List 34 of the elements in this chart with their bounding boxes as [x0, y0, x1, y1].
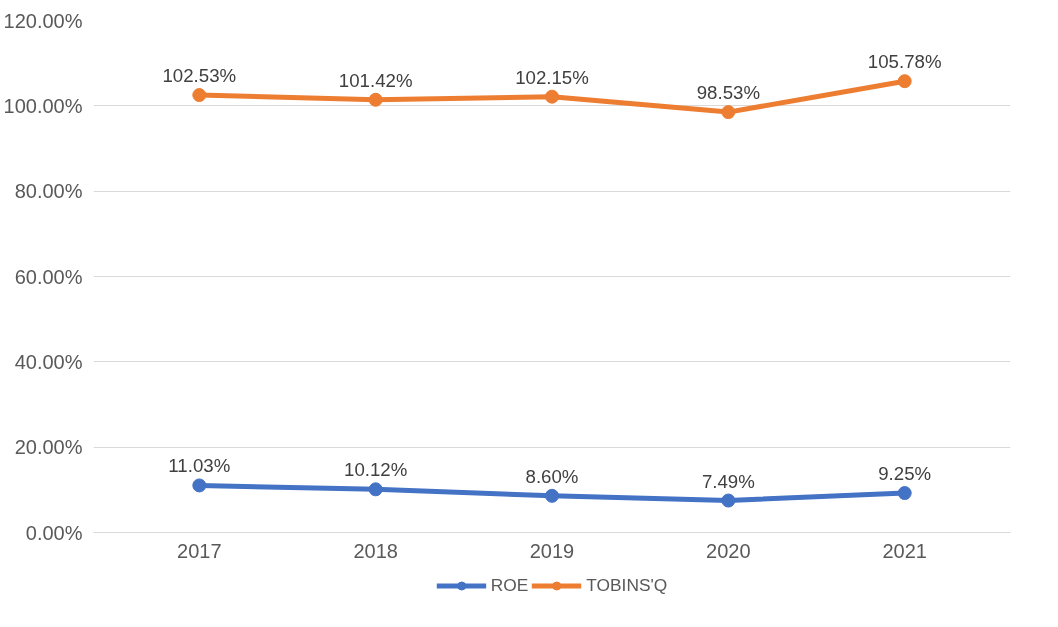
y-tick-label: 0.00%: [25, 521, 83, 544]
point: [192, 88, 207, 103]
point: [897, 74, 912, 89]
data-label: 102.15%: [515, 66, 589, 88]
legend-label: ROE: [490, 574, 529, 596]
x-tick-label: 2018: [353, 539, 398, 562]
data-label: 9.25%: [878, 463, 932, 485]
data-label: 105.78%: [867, 51, 942, 73]
y-tick-label: 120.00%: [3, 9, 83, 32]
x-tick-label: 2020: [706, 539, 751, 562]
point: [192, 478, 207, 493]
data-label: 98.53%: [696, 82, 760, 104]
point: [545, 488, 559, 503]
x-tick-label: 2019: [529, 539, 575, 562]
point: [721, 105, 736, 120]
point: [545, 89, 559, 104]
x-tick-label: 2021: [882, 539, 927, 562]
data-label: 10.12%: [344, 459, 408, 481]
y-tick-label: 40.00%: [14, 350, 83, 373]
y-tick-label: 60.00%: [14, 265, 83, 288]
y-tick-label: 100.00%: [3, 94, 83, 117]
data-label: 8.60%: [525, 465, 579, 487]
data-label: 11.03%: [168, 455, 231, 477]
legend-label: TOBINS'Q: [586, 574, 668, 596]
point: [721, 493, 736, 508]
data-label: 102.53%: [162, 65, 237, 87]
point: [368, 92, 383, 107]
x-tick-label: 2017: [177, 539, 222, 562]
data-label: 101.42%: [338, 69, 413, 91]
point: [368, 482, 383, 497]
point: [897, 486, 912, 501]
y-tick-label: 20.00%: [14, 436, 83, 459]
y-tick-label: 80.00%: [14, 180, 83, 203]
data-label: 7.49%: [701, 470, 755, 492]
